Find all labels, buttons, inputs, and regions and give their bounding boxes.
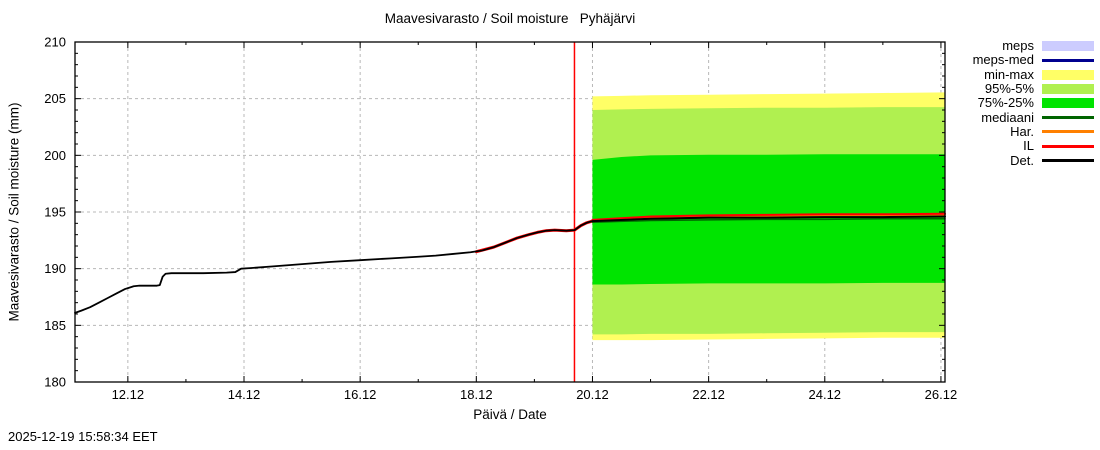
legend-item-min-max: min-max	[973, 66, 1094, 82]
legend-item-mediaani: mediaani	[973, 110, 1094, 124]
legend-label: meps-med	[972, 52, 1034, 68]
legend-label: 95%-5%	[984, 81, 1034, 97]
legend-swatch-meps-med	[1042, 58, 1094, 62]
series-IL	[591, 212, 946, 221]
legend-item-IL: IL	[973, 139, 1094, 153]
series-Har	[591, 214, 946, 222]
x-tick-label: 26.12	[925, 387, 958, 402]
legend-swatch-Har.	[1042, 130, 1094, 134]
legend-swatch-meps	[1042, 41, 1094, 52]
x-tick-label: 16.12	[344, 387, 377, 402]
y-tick-label: 180	[44, 375, 66, 390]
series-Det-history	[74, 220, 594, 314]
x-tick-label: 18.12	[460, 387, 493, 402]
legend-item-meps: meps	[973, 39, 1094, 53]
legend-item-95%-5%: 95%-5%	[973, 82, 1094, 96]
legend-label: min-max	[984, 66, 1034, 82]
legend-item-75%-25%: 75%-25%	[973, 96, 1094, 110]
legend-label: Har.	[1010, 123, 1034, 139]
legend-swatch-Det.	[1042, 159, 1094, 163]
y-tick-label: 195	[44, 205, 66, 220]
x-tick-label: 12.12	[112, 387, 145, 402]
generation-timestamp: 2025-12-19 15:58:34 EET	[8, 429, 158, 444]
legend-swatch-min-max	[1042, 69, 1094, 80]
legend-swatch-mediaani	[1042, 116, 1094, 120]
y-tick-label: 200	[44, 148, 66, 163]
y-tick-label: 210	[44, 35, 66, 50]
x-axis-label: Päivä / Date	[473, 407, 547, 422]
y-tick-label: 205	[44, 91, 66, 106]
legend: meps meps-med min-max 95%-5% 75%-25% mediaani…	[973, 39, 1094, 168]
y-tick-label: 185	[44, 318, 66, 333]
x-tick-label: 20.12	[576, 387, 609, 402]
y-tick-label: 190	[44, 261, 66, 276]
x-tick-label: 24.12	[809, 387, 842, 402]
series-mediaani	[591, 218, 946, 223]
x-tick-label: 22.12	[692, 387, 725, 402]
chart-title: Maavesivarasto / Soil moisture Pyhäjärvi	[384, 11, 636, 26]
legend-swatch-95%-5%	[1042, 84, 1094, 95]
legend-label: meps	[1002, 38, 1034, 54]
legend-item-Det.: Det.	[973, 153, 1094, 167]
legend-swatch-IL	[1042, 144, 1094, 148]
x-tick-label: 14.12	[228, 387, 261, 402]
legend-label: IL	[1023, 138, 1034, 154]
legend-label: 75%-25%	[977, 95, 1034, 111]
legend-label: Det.	[1010, 152, 1034, 168]
legend-item-Har.: Har.	[973, 123, 1094, 139]
series-Det	[591, 215, 946, 223]
legend-label: mediaani	[981, 109, 1034, 125]
y-axis-label: Maavesivarasto / Soil moisture (mm)	[6, 102, 22, 322]
legend-item-meps-med: meps-med	[973, 53, 1094, 67]
legend-swatch-75%-25%	[1042, 98, 1094, 109]
